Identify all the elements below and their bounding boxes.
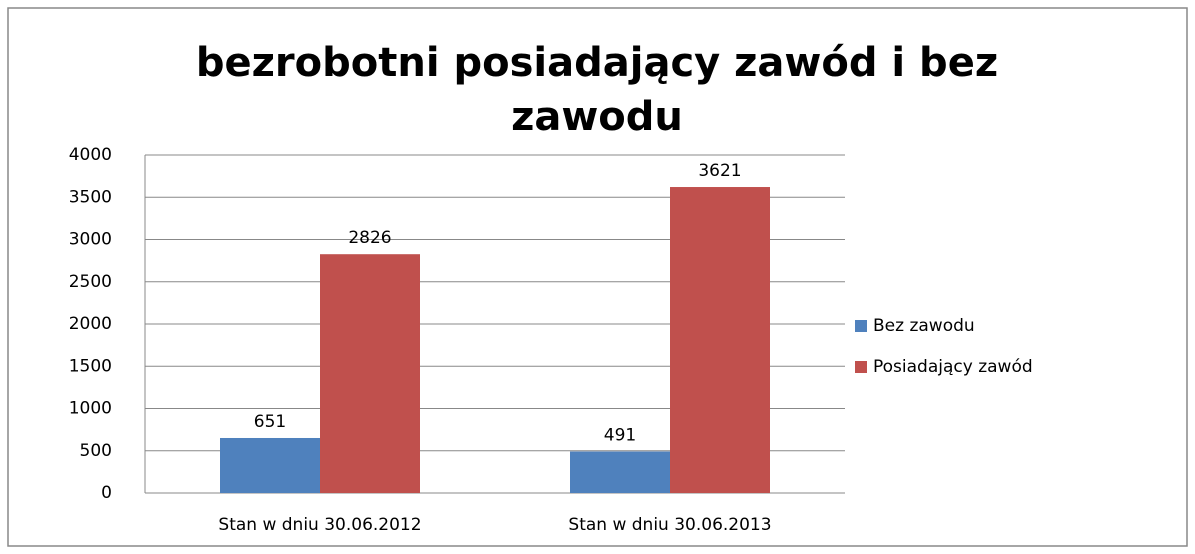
data-label: 3621: [698, 161, 741, 181]
y-tick-label: 500: [80, 441, 112, 461]
y-tick-label: 2500: [69, 272, 112, 292]
data-label: 2826: [348, 228, 391, 248]
legend-swatch: [855, 361, 867, 373]
legend-swatch: [855, 320, 867, 332]
x-tick-label: Stan w dniu 30.06.2013: [568, 515, 771, 535]
y-tick-label: 3500: [69, 187, 112, 207]
data-label: 651: [254, 412, 286, 432]
legend-label: Posiadający zawód: [873, 357, 1033, 377]
data-label: 491: [604, 426, 636, 446]
bar: [220, 437, 320, 493]
y-tick-label: 1000: [69, 399, 112, 419]
legend-label: Bez zawodu: [873, 316, 975, 336]
y-tick-label: 4000: [69, 145, 112, 165]
y-tick-label: 1500: [69, 356, 112, 376]
bar: [570, 451, 670, 493]
chart-title: bezrobotni posiadający zawód i bez zawod…: [195, 40, 999, 140]
bar: [320, 254, 420, 493]
y-tick-label: 3000: [69, 230, 112, 250]
bar: [670, 187, 770, 493]
y-tick-label: 2000: [69, 314, 112, 334]
x-tick-label: Stan w dniu 30.06.2012: [218, 515, 421, 535]
y-tick-label: 0: [101, 483, 112, 503]
